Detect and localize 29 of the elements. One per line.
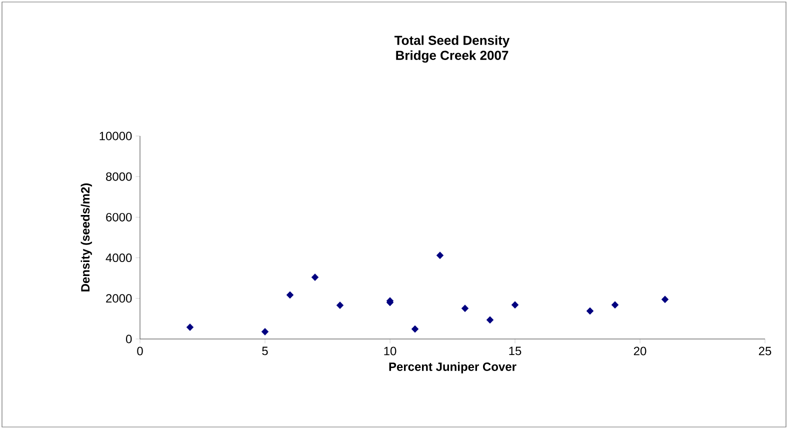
point xyxy=(286,291,294,299)
point xyxy=(336,302,344,310)
x-axis-title: Percent Juniper Cover xyxy=(389,362,516,374)
point xyxy=(486,316,494,324)
point xyxy=(261,328,269,336)
chart-subtitle: Bridge Creek 2007 xyxy=(396,50,508,63)
y-tick-label: 2000 xyxy=(106,294,132,303)
point xyxy=(586,307,594,315)
x-tick-label: 15 xyxy=(509,346,522,356)
point xyxy=(611,301,619,309)
y-tick-label: 8000 xyxy=(106,172,132,181)
point xyxy=(511,301,519,309)
y-tick-label: 6000 xyxy=(106,212,132,222)
y-tick-label: 4000 xyxy=(106,254,132,262)
x-tick-label: 5 xyxy=(262,346,268,356)
point xyxy=(411,325,419,333)
point xyxy=(311,274,319,281)
x-tick-label: 20 xyxy=(634,346,646,356)
x-tick-label: 25 xyxy=(758,346,772,356)
x-tick-label: 0 xyxy=(137,346,143,356)
x-tick-label: 10 xyxy=(384,346,396,356)
point xyxy=(186,324,194,331)
point xyxy=(661,296,669,304)
point xyxy=(461,304,469,312)
chart-title: Total Seed Density xyxy=(394,35,510,48)
y-tick-label: 0 xyxy=(126,334,132,344)
point xyxy=(436,252,444,260)
y-tick-label: 10000 xyxy=(100,132,132,140)
y-axis-title: Density (seeds/m2) xyxy=(80,183,92,292)
